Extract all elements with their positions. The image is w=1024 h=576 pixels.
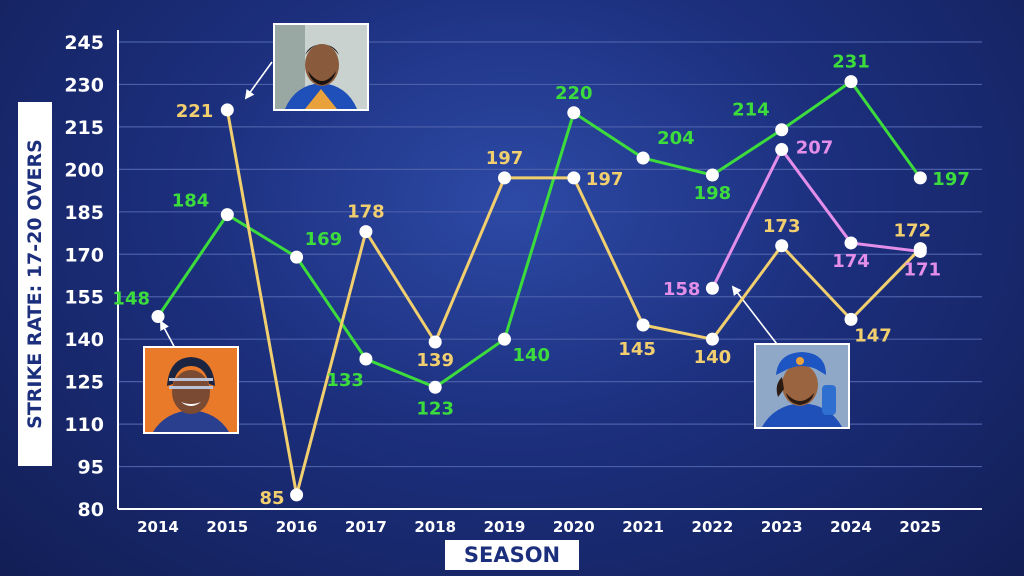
data-point: [290, 488, 304, 502]
data-point: [775, 239, 789, 253]
data-label: 133: [326, 370, 364, 391]
y-axis-title: STRIKE RATE: 17-20 OVERS: [18, 102, 52, 466]
x-tick-label: 2018: [414, 518, 456, 536]
series-line-2: [711, 148, 921, 289]
pointer-arrow-2014: [160, 320, 177, 351]
data-label: 178: [347, 202, 385, 223]
data-label: 197: [586, 169, 624, 190]
data-point: [428, 335, 442, 349]
data-label: 174: [832, 251, 870, 272]
y-tick-label: 215: [64, 117, 104, 139]
data-point: [567, 171, 581, 185]
series-line-1: [225, 109, 922, 497]
data-label: 207: [796, 138, 834, 159]
data-point: [913, 171, 927, 185]
data-label: 171: [904, 259, 942, 280]
data-point: [498, 171, 511, 185]
y-tick-label: 125: [64, 372, 104, 394]
series-line-0: [156, 80, 922, 389]
data-point: [359, 225, 373, 239]
y-tick-label: 170: [64, 244, 104, 266]
data-point: [913, 244, 927, 258]
data-point: [705, 332, 719, 346]
data-label: 173: [763, 216, 801, 237]
y-tick-label: 110: [64, 414, 104, 436]
x-tick-label: 2024: [830, 518, 872, 536]
data-label: 169: [305, 229, 343, 250]
data-label: 197: [486, 148, 524, 169]
x-tick-label: 2014: [137, 518, 179, 536]
y-tick-label: 140: [64, 329, 104, 351]
data-label: 184: [172, 191, 210, 212]
x-tick-label: 2022: [692, 518, 734, 536]
player-photo-2022: [754, 343, 850, 429]
data-point: [775, 143, 789, 157]
data-point: [220, 103, 234, 117]
data-label: 158: [663, 279, 701, 300]
data-label: 197: [932, 169, 970, 190]
y-tick-label: 200: [64, 159, 104, 181]
data-point: [428, 380, 442, 394]
x-tick-label: 2017: [345, 518, 387, 536]
data-label: 148: [112, 289, 150, 310]
data-label: 140: [513, 345, 551, 366]
data-point: [844, 312, 858, 326]
data-point: [844, 75, 858, 89]
data-label: 198: [694, 183, 732, 204]
data-point: [498, 332, 511, 346]
data-point: [359, 352, 373, 366]
data-label: 123: [416, 398, 454, 419]
data-label: 140: [694, 347, 732, 368]
data-label: 139: [416, 350, 454, 371]
data-label: 147: [854, 325, 892, 346]
data-point: [636, 151, 650, 165]
data-point: [567, 106, 581, 120]
data-label: 85: [260, 488, 285, 509]
data-label: 231: [832, 52, 870, 73]
player-photo-2014: [143, 346, 239, 434]
player-photo-2015: [273, 23, 369, 111]
x-tick-label: 2016: [276, 518, 318, 536]
data-point: [705, 281, 719, 295]
data-point: [844, 236, 858, 250]
x-tick-label: 2025: [899, 518, 941, 536]
y-axis-title-text: STRIKE RATE: 17-20 OVERS: [24, 139, 47, 429]
x-tick-label: 2020: [553, 518, 595, 536]
data-point: [636, 318, 650, 332]
data-label: 172: [894, 221, 932, 242]
data-point: [220, 208, 234, 222]
x-tick-label: 2023: [761, 518, 803, 536]
x-tick-label: 2021: [622, 518, 664, 536]
y-tick-label: 230: [64, 74, 104, 96]
data-label: 204: [657, 128, 695, 149]
data-label: 221: [176, 101, 214, 122]
data-point: [290, 250, 304, 264]
x-tick-label: 2015: [206, 518, 248, 536]
data-point: [151, 310, 165, 324]
y-tick-label: 95: [78, 457, 104, 479]
data-point: [775, 123, 789, 137]
y-tick-label: 155: [64, 287, 104, 309]
pointer-arrow-2022: [731, 285, 781, 349]
y-tick-label: 185: [64, 202, 104, 224]
x-axis-title: SEASON: [445, 540, 579, 570]
data-label: 220: [555, 83, 593, 104]
pointer-arrow-2015: [244, 61, 273, 100]
y-tick-label: 245: [64, 32, 104, 54]
data-label: 214: [732, 100, 770, 121]
y-tick-label: 80: [78, 499, 104, 521]
data-label: 145: [618, 339, 656, 360]
data-point: [705, 168, 719, 182]
x-tick-label: 2019: [484, 518, 526, 536]
